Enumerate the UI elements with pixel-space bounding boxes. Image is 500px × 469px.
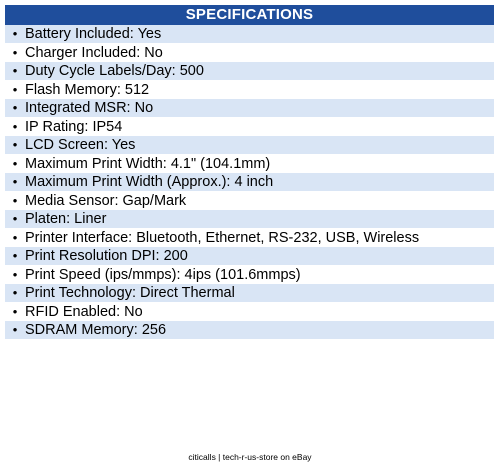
footer-credit: citicalls | tech-r-us-store on eBay [188, 452, 312, 462]
spec-text: Battery Included: Yes [25, 26, 162, 42]
spec-row-print-speed: • Print Speed (ips/mmps): 4ips (101.6mmps… [5, 266, 494, 284]
bullet-icon: • [12, 44, 18, 60]
bullet-icon: • [12, 81, 18, 97]
bullet-icon: • [12, 137, 18, 152]
spec-text: Maximum Print Width (Approx.): 4 inch [25, 174, 274, 190]
bullet-icon: • [12, 26, 18, 41]
bullet-icon: • [12, 100, 18, 115]
spec-text: IP Rating: IP54 [25, 118, 123, 135]
spec-text: Print Resolution DPI: 200 [25, 248, 188, 264]
spec-row-platen: • Platen: Liner [5, 210, 494, 229]
spec-row-integrated-msr: • Integrated MSR: No [5, 99, 494, 118]
spec-row-printer-interface: • Printer Interface: Bluetooth, Ethernet,… [5, 229, 494, 247]
bullet-icon: • [12, 266, 18, 282]
bullet-icon: • [12, 211, 18, 226]
spec-text: Printer Interface: Bluetooth, Ethernet, … [25, 229, 420, 246]
spec-row-ip-rating: • IP Rating: IP54 [5, 118, 494, 136]
bullet-icon: • [12, 118, 18, 134]
spec-text: Integrated MSR: No [25, 100, 154, 116]
spec-row-print-technology: • Print Technology: Direct Thermal [5, 284, 494, 303]
spec-text: SDRAM Memory: 256 [25, 322, 167, 338]
spec-row-lcd-screen: • LCD Screen: Yes [5, 136, 494, 155]
bullet-icon: • [12, 174, 18, 189]
bullet-icon: • [12, 303, 18, 319]
bullet-icon: • [12, 63, 18, 78]
spec-row-print-resolution: • Print Resolution DPI: 200 [5, 247, 494, 266]
spec-text: Duty Cycle Labels/Day: 500 [25, 63, 204, 79]
spec-row-max-print-width-approx: • Maximum Print Width (Approx.): 4 inch [5, 173, 494, 192]
spec-row-battery-included: • Battery Included: Yes [5, 25, 494, 44]
spec-text: RFID Enabled: No [25, 303, 143, 320]
spec-text: Print Technology: Direct Thermal [25, 285, 235, 301]
spec-text: Charger Included: No [25, 44, 163, 61]
specifications-header: SPECIFICATIONS [5, 5, 494, 25]
spec-row-sdram-memory: • SDRAM Memory: 256 [5, 321, 494, 340]
bullet-icon: • [12, 285, 18, 300]
bullet-icon: • [12, 229, 18, 245]
bullet-icon: • [12, 248, 18, 263]
bullet-icon: • [12, 192, 18, 208]
spec-text: Platen: Liner [25, 211, 107, 227]
spec-text: LCD Screen: Yes [25, 137, 136, 153]
spec-row-media-sensor: • Media Sensor: Gap/Mark [5, 192, 494, 210]
spec-row-duty-cycle: • Duty Cycle Labels/Day: 500 [5, 62, 494, 81]
spec-row-charger-included: • Charger Included: No [5, 44, 494, 62]
spec-row-flash-memory: • Flash Memory: 512 [5, 81, 494, 99]
spec-text: Print Speed (ips/mmps): 4ips (101.6mmps) [25, 266, 301, 283]
specifications-list: • Battery Included: Yes • Charger Included… [5, 25, 494, 340]
spec-text: Maximum Print Width: 4.1" (104.1mm) [25, 155, 271, 172]
specifications-title: SPECIFICATIONS [185, 6, 314, 23]
spec-text: Flash Memory: 512 [25, 81, 150, 98]
spec-row-max-print-width: • Maximum Print Width: 4.1" (104.1mm) [5, 155, 494, 173]
bullet-icon: • [12, 322, 18, 337]
bullet-icon: • [12, 155, 18, 171]
spec-row-rfid-enabled: • RFID Enabled: No [5, 303, 494, 321]
spec-text: Media Sensor: Gap/Mark [25, 192, 187, 209]
